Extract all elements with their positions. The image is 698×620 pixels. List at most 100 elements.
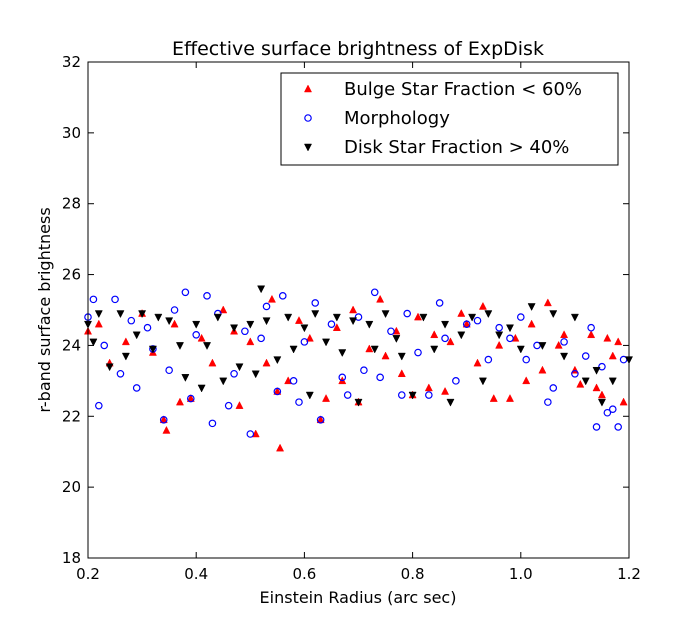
data-point [257,334,265,343]
data-point [262,317,271,326]
legend-label: Disk Star Fraction > 40% [344,137,569,158]
axis-ticks: 0.2 0.4 0.6 0.8 1.0 1.2 18 20 22 24 26 28 30 32 [62,53,641,583]
data-point [489,394,498,402]
data-point [208,358,217,367]
scatter-marks [83,285,634,452]
data-point [397,391,406,399]
data-point [441,320,450,329]
data-point [446,398,455,407]
data-point [111,295,119,304]
data-point [89,338,98,347]
data-point [544,398,552,406]
data-point [419,313,428,322]
data-point [332,313,341,322]
data-point [327,320,336,328]
data-point [468,313,477,322]
data-point [181,374,190,382]
data-point [132,331,141,340]
data-point [414,348,422,357]
data-point [527,319,536,328]
data-point [592,423,601,431]
data-point [289,377,298,385]
data-point [257,285,266,294]
x-tick-label: 0.8 [401,565,425,583]
data-point [100,341,109,350]
data-point [392,335,401,343]
data-point [127,316,136,325]
data-point [408,391,417,400]
y-tick-label: 32 [62,53,81,71]
data-point [516,345,525,354]
data-point [343,391,352,399]
data-point [587,323,595,332]
data-point [538,365,547,374]
data-point [159,416,168,424]
series-disk-star-fraction-40 [83,285,634,407]
data-point [495,340,504,349]
legend-marker [303,143,313,152]
data-point [576,379,585,388]
data-point [457,331,466,340]
data-point [186,394,195,403]
data-point [284,313,293,322]
data-point [587,330,596,339]
data-point [365,344,374,353]
data-point [192,320,201,329]
data-point [165,366,173,375]
y-tick-label: 22 [62,407,81,425]
data-point [435,299,444,307]
y-axis-title: r-band surface brightness [35,207,54,412]
data-point [538,342,547,350]
data-point [165,317,174,326]
data-point [403,309,411,318]
data-point [506,334,514,343]
chart-title: Effective surface brightness of ExpDisk [172,38,544,60]
data-point [170,306,179,314]
y-tick-label: 24 [62,336,81,354]
legend-entries: Bulge Star Fraction < 60% Morphology Disk … [303,79,582,158]
data-point [170,319,179,328]
data-point [181,288,190,297]
data-point [581,352,590,360]
data-point [414,312,423,321]
data-point [154,313,163,322]
data-point [381,310,390,319]
data-point [148,345,157,354]
data-point [397,352,406,361]
data-point [354,313,363,321]
data-point [349,317,358,326]
data-point [121,337,130,346]
data-point [473,358,482,367]
data-point [300,338,309,346]
legend-label: Bulge Star Fraction < 60% [344,79,582,100]
data-point [105,363,114,372]
x-tick-label: 0.2 [76,565,100,583]
data-point [224,401,233,410]
data-point [311,299,320,307]
legend-box [280,72,619,166]
data-point [235,363,244,372]
data-point [121,352,130,361]
data-point [441,386,450,395]
data-point [338,373,347,382]
data-point [289,345,298,354]
data-point [89,295,98,304]
legend: Bulge Star Fraction < 60% Morphology Disk … [280,72,619,166]
data-point [608,405,617,414]
data-point [203,292,211,300]
data-point [175,342,184,350]
series-morphology [84,288,628,438]
data-point [138,310,147,319]
data-point [332,323,341,331]
x-tick-label: 1.0 [509,565,533,583]
data-point [273,356,282,365]
data-point [262,302,271,311]
data-point [495,331,504,340]
data-point [614,423,622,431]
data-point [484,355,493,364]
data-point [251,370,260,379]
data-point [554,340,563,349]
data-point [598,362,606,371]
data-point [505,324,514,333]
